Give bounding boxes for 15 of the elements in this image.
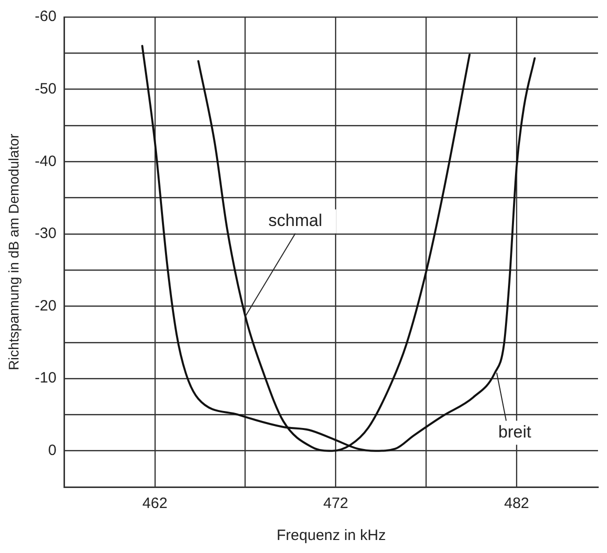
y-tick-label: -50 (34, 80, 56, 98)
y-tick-label: -30 (34, 225, 56, 242)
y-tick-label: -40 (34, 152, 56, 170)
x-tick-label: 472 (323, 495, 348, 512)
x-tick-label: 462 (142, 495, 168, 512)
x-axis-title: Frequenz in kHz (276, 527, 386, 544)
y-tick-label: -20 (34, 297, 56, 314)
y-tick-label: 0 (48, 442, 56, 459)
annotation: breit (498, 422, 532, 442)
y-tick-label: -60 (34, 8, 56, 26)
line-series (141, 44, 536, 452)
y-tick-label: -10 (34, 370, 56, 387)
annotation: schmal (268, 211, 322, 230)
y-axis-title: Richtspannung in dB am Demodulator (5, 133, 22, 370)
x-tick-label: 482 (504, 495, 530, 512)
